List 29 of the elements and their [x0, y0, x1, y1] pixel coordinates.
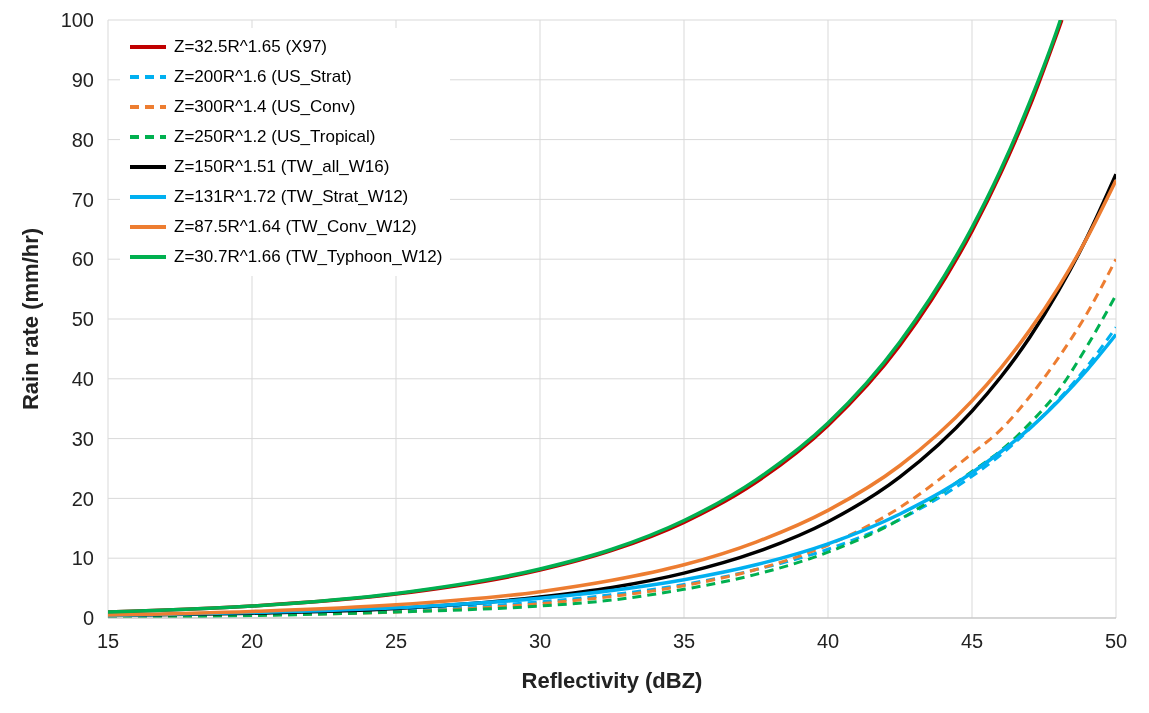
y-tick-label: 0 [82, 607, 94, 630]
y-tick-label: 20 [71, 487, 94, 510]
x-tick-label: 30 [528, 630, 552, 653]
x-axis-title: Reflectivity (dBZ) [521, 668, 703, 693]
y-tick-label: 100 [60, 9, 94, 32]
y-tick-label: 40 [71, 367, 94, 390]
y-tick-label: 10 [71, 547, 94, 570]
x-tick-label: 20 [240, 630, 264, 653]
y-tick-label: 70 [71, 188, 94, 211]
legend-label: Z=300R^1.4 (US_Conv) [174, 96, 356, 118]
x-tick-label: 25 [384, 630, 408, 653]
legend-label: Z=87.5R^1.64 (TW_Conv_W12) [174, 216, 417, 238]
y-tick-label: 90 [71, 68, 94, 91]
legend-label: Z=250R^1.2 (US_Tropical) [174, 126, 376, 148]
y-tick-label: 80 [71, 128, 94, 151]
legend-label: Z=32.5R^1.65 (X97) [174, 36, 328, 58]
x-tick-label: 45 [960, 630, 984, 653]
legend-label: Z=150R^1.51 (TW_all_W16) [174, 156, 390, 178]
x-tick-label: 50 [1104, 630, 1128, 653]
legend-label: Z=131R^1.72 (TW_Strat_W12) [174, 186, 409, 208]
legend-label: Z=200R^1.6 (US_Strat) [174, 66, 352, 88]
x-tick-label: 35 [672, 630, 696, 653]
x-tick-label: 15 [96, 630, 120, 653]
legend-label: Z=30.7R^1.66 (TW_Typhoon_W12) [174, 246, 443, 268]
x-tick-label: 40 [816, 630, 840, 653]
y-tick-label: 60 [71, 248, 94, 271]
y-axis-title: Rain rate (mm/hr) [17, 227, 43, 411]
y-tick-label: 30 [71, 427, 94, 450]
y-tick-label: 50 [71, 308, 94, 331]
